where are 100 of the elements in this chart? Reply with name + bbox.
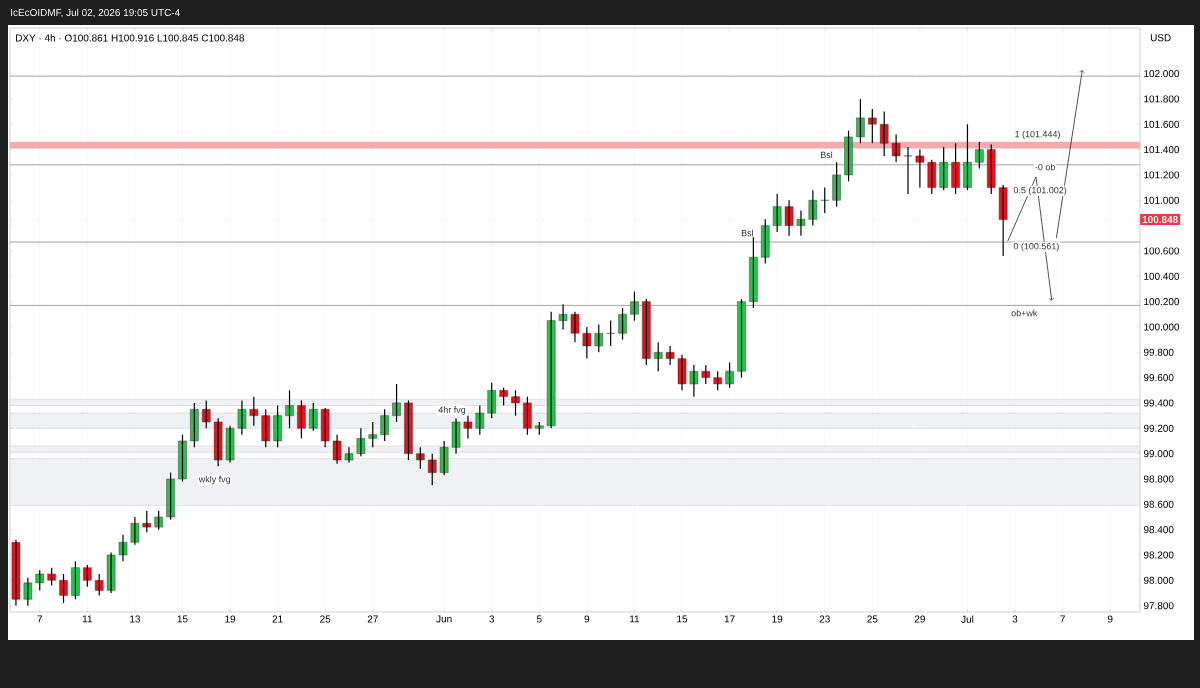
candlestick <box>23 577 33 607</box>
x-tick-label: 5 <box>536 615 542 623</box>
y-tick-label: 99.000 <box>1143 450 1174 458</box>
y-tick-label: 97.800 <box>1143 602 1174 610</box>
candlestick <box>83 564 92 588</box>
annotation: 4hr fvg <box>438 406 466 415</box>
candlestick <box>332 434 342 465</box>
y-tick-label: 100.600 <box>1144 247 1180 255</box>
x-tick-label: 7 <box>37 615 43 623</box>
candlestick <box>94 573 104 597</box>
candlestick <box>356 427 366 457</box>
x-tick-label: 15 <box>677 615 688 623</box>
y-tick-label: 98.000 <box>1143 576 1174 584</box>
candlestick <box>701 364 711 385</box>
candlestick <box>368 421 378 448</box>
y-tick-label: 99.800 <box>1143 348 1174 356</box>
candlestick <box>237 399 247 436</box>
candlestick <box>677 354 687 391</box>
x-tick-label: 25 <box>320 615 331 623</box>
candlestick <box>927 159 937 195</box>
candlestick <box>463 415 473 440</box>
candlestick <box>249 396 259 427</box>
candlestick <box>344 446 354 464</box>
candlestick <box>772 193 782 233</box>
x-tick-label: 19 <box>772 615 783 623</box>
candlestick <box>737 298 746 379</box>
candlestick <box>118 534 128 562</box>
x-tick-label: 11 <box>630 615 640 623</box>
x-tick-label: 21 <box>272 615 283 623</box>
chart-title: DXY · 4h · O100.861 H100.916 L100.845 C100.848 <box>16 34 245 42</box>
annotation: wkly fvg <box>198 475 231 485</box>
annotation: 1 (101.444) <box>1015 130 1060 140</box>
candlestick <box>558 303 568 331</box>
annotation: ob+wk <box>1011 309 1038 317</box>
annotation: 0.5 (101.002) <box>1013 186 1067 196</box>
annotation: -0 ob <box>1035 163 1055 171</box>
y-tick-label: 98.200 <box>1143 551 1174 559</box>
candlestick <box>404 399 413 461</box>
candlestick <box>142 510 152 533</box>
x-tick-label: 7 <box>1060 615 1065 623</box>
candlestick <box>166 472 175 521</box>
y-tick-label: 98.400 <box>1143 526 1174 534</box>
y-tick-label: 101.000 <box>1144 196 1180 204</box>
candlestick <box>130 516 140 546</box>
candlestick <box>190 402 199 448</box>
y-tick-label: 98.600 <box>1143 500 1174 508</box>
x-tick-label: 3 <box>1012 615 1018 623</box>
candlestick <box>951 142 960 195</box>
x-tick-label: 29 <box>914 615 925 623</box>
candlestick <box>987 143 996 195</box>
y-tick-label: 99.600 <box>1143 374 1174 382</box>
x-tick-label: Jun <box>436 615 452 623</box>
annotation: Bsl <box>741 229 753 237</box>
x-tick-label: 27 <box>367 615 378 623</box>
ref-line-label: 100.848 <box>1142 216 1178 224</box>
candlestick <box>808 189 818 227</box>
candlestick <box>963 123 972 191</box>
candlestick <box>320 407 330 448</box>
candlestick <box>225 425 235 464</box>
candlestick <box>428 453 437 486</box>
annotation: 0 (100.561) <box>1013 242 1059 252</box>
x-tick-label: 9 <box>584 615 590 623</box>
y-axis-title: USD <box>1150 34 1171 42</box>
candlestick <box>487 382 496 419</box>
x-tick-label: Jul <box>961 615 974 623</box>
candlestick <box>915 149 925 189</box>
candlestick <box>879 110 889 157</box>
candlestick <box>868 108 877 144</box>
candlestick <box>154 510 163 531</box>
candlestick <box>297 399 306 440</box>
candlestick <box>570 311 580 343</box>
y-tick-label: 101.200 <box>1144 171 1180 179</box>
candlestick <box>606 320 615 347</box>
candlestick <box>11 539 21 607</box>
candlestick <box>725 361 734 389</box>
x-tick-label: 3 <box>489 615 495 623</box>
candlestick <box>653 341 663 372</box>
x-tick-label: 13 <box>130 615 140 623</box>
candlestick <box>761 218 770 265</box>
x-tick-label: 19 <box>225 615 236 623</box>
candlestick <box>71 560 80 600</box>
candlestick <box>202 399 211 429</box>
candlestick <box>618 307 627 341</box>
x-tick-label: 17 <box>724 615 735 623</box>
candlestick <box>642 298 651 366</box>
y-tick-label: 98.800 <box>1143 475 1174 483</box>
candlestick <box>844 129 853 182</box>
candlestick <box>523 396 532 436</box>
y-tick-label: 99.200 <box>1143 424 1174 432</box>
candlestick <box>213 417 223 467</box>
candlestick <box>630 290 639 322</box>
x-tick-label: 11 <box>82 615 93 623</box>
candlestick <box>178 434 187 483</box>
y-tick-label: 102.000 <box>1144 70 1180 78</box>
candlestick <box>713 370 722 391</box>
chart-subtitle: IcEcOIDMF, Jul 02, 2026 19:05 UTC-4 <box>11 8 180 18</box>
candlestick <box>285 389 294 429</box>
y-tick-label: 99.400 <box>1143 399 1174 407</box>
y-tick-label: 100.200 <box>1144 298 1180 306</box>
candlestick <box>939 146 948 191</box>
